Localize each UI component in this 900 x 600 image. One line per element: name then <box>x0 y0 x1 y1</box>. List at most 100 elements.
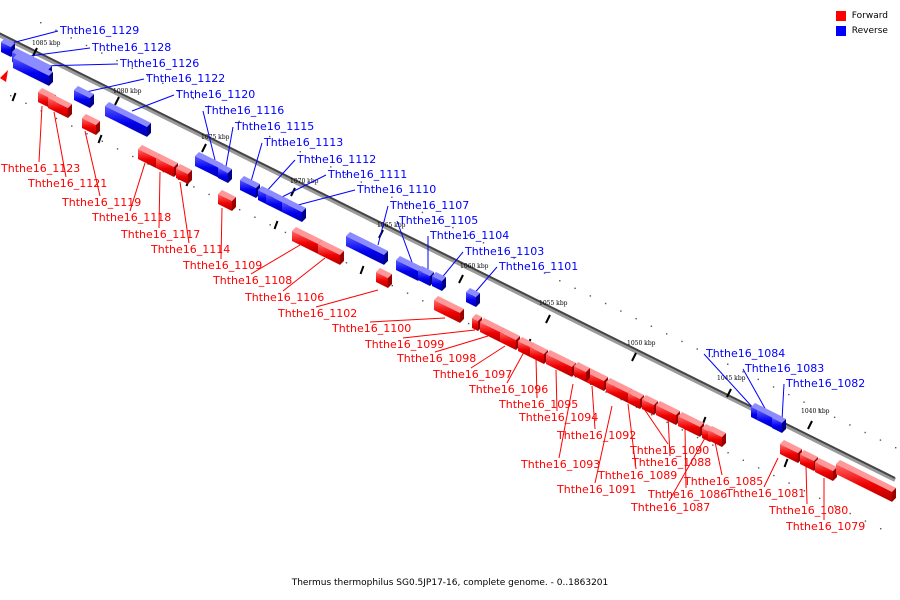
legend-reverse-label: Reverse <box>851 25 888 36</box>
gene-label-ththe16-1084: Ththe16_1084 <box>705 347 785 360</box>
gene-label-ththe16-1108: Ththe16_1108 <box>212 274 292 287</box>
gene-blocks <box>0 38 896 502</box>
guide-dot <box>803 490 806 492</box>
guide-dot <box>605 391 607 393</box>
gene-block-ththe16-1108 <box>292 227 322 254</box>
gene-block-ththe16-1102 <box>376 268 392 288</box>
leader-ththe16-1102 <box>315 289 379 308</box>
scale-tick-label: 1045 kbp <box>717 375 746 382</box>
guide-dot <box>192 97 195 100</box>
guide-dot <box>162 82 164 85</box>
guide-dot <box>757 467 760 469</box>
guide-dot <box>635 317 637 320</box>
guide-dot <box>146 75 149 77</box>
gene-block-ththe16-1122 <box>74 86 94 108</box>
scale-tick-label: 1075 kbp <box>201 134 230 141</box>
guide-dot <box>467 234 469 236</box>
scale-tick-label: 1050 kbp <box>627 340 656 347</box>
gene-label-ththe16-1079: Ththe16_1079 <box>785 520 865 533</box>
guide-dot <box>727 363 729 365</box>
guide-dot <box>559 280 561 282</box>
gene-block-ththe16-1114 <box>176 164 192 184</box>
gene-block-ththe16-1103 <box>432 272 446 291</box>
guide-dot <box>681 340 683 343</box>
guide-dot <box>314 158 317 161</box>
guide-dot <box>299 151 301 153</box>
guide-dot <box>879 439 882 441</box>
gene-label-ththe16-1085: Ththe16_1085 <box>683 475 763 488</box>
guide-dot <box>40 22 42 24</box>
leader-ththe16-1105 <box>396 220 414 266</box>
leader-ththe16-1092 <box>591 385 596 430</box>
scale-tick-mark <box>32 47 38 57</box>
leader-ththe16-1085 <box>714 441 723 476</box>
scale-tick-mark <box>359 265 365 275</box>
scale-tick-mark <box>545 314 551 324</box>
leader-ththe16-1096 <box>506 351 525 384</box>
guide-dot <box>70 37 72 39</box>
guide-dot <box>55 117 58 120</box>
leader-ththe16-1121 <box>53 111 67 178</box>
leader-ththe16-1100 <box>369 317 446 323</box>
leader-ththe16-1083 <box>742 368 768 413</box>
leader-ththe16-1095 <box>535 357 538 399</box>
guide-dot <box>40 110 42 112</box>
gene-block-ththe16-1121 <box>48 94 72 118</box>
guide-dot <box>895 447 897 449</box>
scale-tick-label: 1040 kbp <box>801 408 830 415</box>
guide-dot <box>574 376 577 378</box>
gene-label-ththe16-1081: Ththe16_1081 <box>725 487 805 500</box>
leader-ththe16-1122 <box>85 78 145 93</box>
gene-label-ththe16-1090: Ththe16_1090 <box>629 444 709 457</box>
gene-block-ththe16-1091 <box>642 395 658 415</box>
gene-label-ththe16-1087: Ththe16_1087 <box>630 501 710 514</box>
leader-ththe16-1084 <box>703 353 756 411</box>
guide-dot <box>742 371 744 373</box>
gene-label-ththe16-1119: Ththe16_1119 <box>61 196 141 209</box>
gene-label-ththe16-1082: Ththe16_1082 <box>785 377 865 390</box>
leader-ththe16-1116 <box>202 110 216 161</box>
gene-block-ththe16-1113 <box>240 176 260 198</box>
gene-block-ththe16-1119 <box>82 114 100 135</box>
gene-label-ththe16-1104: Ththe16_1104 <box>429 229 509 242</box>
leader-ththe16-1106 <box>282 257 326 292</box>
guide-dot <box>773 474 775 477</box>
leader-ththe16-1094 <box>555 369 558 412</box>
leader-ththe16-1110 <box>297 189 356 206</box>
guide-dot <box>712 444 714 446</box>
guide-dot <box>193 186 195 188</box>
guide-dot <box>131 67 134 69</box>
guide-dot <box>696 436 699 439</box>
forward-swatch <box>835 10 846 21</box>
guide-dot <box>101 140 103 142</box>
guide-dot <box>528 264 530 267</box>
guide-dot <box>421 211 424 214</box>
guide-dot <box>345 173 347 176</box>
gene-block-ththe16-1094 <box>546 350 576 377</box>
gene-label-ththe16-1113: Ththe16_1113 <box>263 136 343 149</box>
gene-label-ththe16-1123: Ththe16_1123 <box>0 162 80 175</box>
guide-dot <box>132 155 134 158</box>
scale-tick-mark <box>201 143 207 153</box>
guide-dot <box>727 452 729 454</box>
gene-block-ththe16-1110 <box>282 198 306 222</box>
guide-dot <box>284 231 287 234</box>
guide-dot <box>788 482 790 484</box>
guide-dot <box>55 29 57 31</box>
gene-label-ththe16-1089: Ththe16_1089 <box>597 469 677 482</box>
scale-tick-mark <box>97 134 103 144</box>
guide-dot <box>345 262 348 264</box>
scale-tick-mark <box>458 274 464 284</box>
leader-ththe16-1088 <box>667 415 671 457</box>
guide-dot <box>880 528 882 530</box>
leader-ththe16-1126 <box>39 63 119 67</box>
scale-tick-mark <box>726 388 732 398</box>
reverse-swatch <box>835 25 846 36</box>
leader-ththe16-1112 <box>264 159 296 194</box>
guide-dot <box>498 249 500 252</box>
gene-label-ththe16-1091: Ththe16_1091 <box>556 483 636 496</box>
leader-ththe16-1115 <box>224 126 234 173</box>
gene-label-ththe16-1107: Ththe16_1107 <box>389 199 469 212</box>
gene-label-ththe16-1117: Ththe16_1117 <box>120 228 200 241</box>
track-start-arrow <box>0 70 8 82</box>
